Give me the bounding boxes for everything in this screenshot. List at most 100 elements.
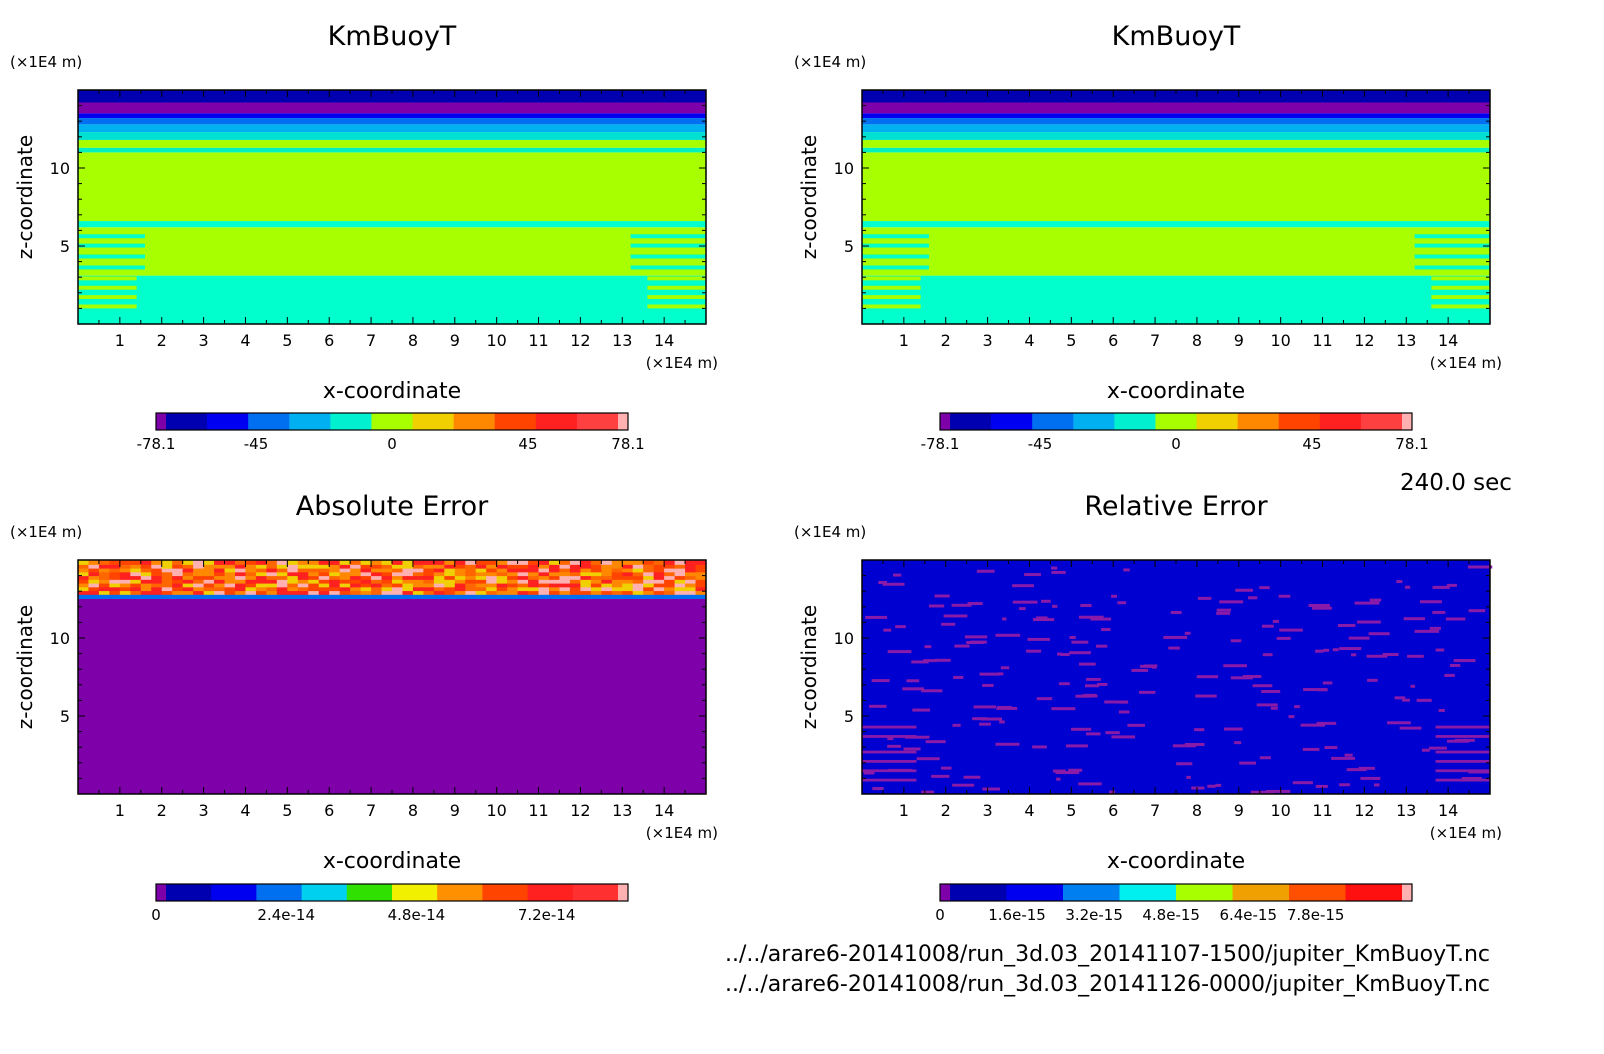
heatmap-cell xyxy=(622,568,634,573)
heatmap-cell xyxy=(601,568,613,573)
heatmap-cell xyxy=(360,583,372,588)
heatmap-cell xyxy=(339,590,351,595)
heatmap-speck xyxy=(1294,705,1300,709)
heatmap-cell xyxy=(371,568,383,573)
heatmap-band xyxy=(78,265,145,270)
heatmap-band xyxy=(78,113,706,119)
heatmap-cell xyxy=(381,575,393,580)
colorbar-tick-label: 2.4e-14 xyxy=(257,906,315,924)
heatmap-speck xyxy=(902,687,924,691)
heatmap-cell xyxy=(371,560,383,565)
heatmap-speck xyxy=(1346,768,1367,772)
heatmap-cell xyxy=(161,564,173,569)
heatmap-cell xyxy=(507,579,519,584)
heatmap-speck xyxy=(1351,653,1357,657)
heatmap-band xyxy=(862,750,917,754)
heatmap-cell xyxy=(538,590,550,595)
x-tick-label: 11 xyxy=(528,801,548,820)
heatmap-cell xyxy=(88,586,100,592)
heatmap-cell xyxy=(528,571,540,577)
heatmap-cell xyxy=(151,571,163,577)
heatmap-cell xyxy=(475,586,487,592)
heatmap-cell xyxy=(549,583,560,588)
heatmap-band xyxy=(862,90,1490,103)
heatmap-cell xyxy=(266,575,278,580)
heatmap-cell xyxy=(486,575,498,580)
x-tick-label: 9 xyxy=(450,331,460,350)
heatmap-cell xyxy=(182,560,194,565)
heatmap-cell xyxy=(695,564,707,569)
heatmap-cell xyxy=(381,560,393,565)
heatmap-cell xyxy=(392,564,403,569)
heatmap-cell xyxy=(454,586,466,592)
heatmap-cell xyxy=(685,568,697,573)
heatmap-cell xyxy=(308,590,320,595)
colorbar-swatch xyxy=(207,413,249,430)
heatmap-cell xyxy=(193,564,205,569)
heatmap-speck xyxy=(1109,790,1116,794)
heatmap-cell xyxy=(590,568,602,573)
heatmap-cell xyxy=(590,571,602,577)
heatmap-speck xyxy=(1399,726,1422,730)
heatmap-cell xyxy=(454,571,466,577)
heatmap-cell xyxy=(622,579,634,584)
heatmap-cell xyxy=(151,560,163,565)
heatmap-cell xyxy=(255,575,267,580)
heatmap-cell xyxy=(98,575,110,580)
heatmap-speck xyxy=(895,625,906,629)
heatmap-cell xyxy=(559,583,571,588)
heatmap-cell xyxy=(444,583,456,588)
heatmap-speck xyxy=(982,683,994,687)
heatmap-cell xyxy=(235,564,246,569)
heatmap-cell xyxy=(172,586,184,592)
heatmap-speck xyxy=(1323,648,1330,652)
heatmap-speck xyxy=(928,604,945,608)
colorbar-tick-label: 3.2e-15 xyxy=(1065,906,1123,924)
heatmap-cell xyxy=(360,579,372,584)
x-tick-label: 8 xyxy=(1192,801,1202,820)
heatmap-speck xyxy=(1403,617,1425,621)
heatmap-cell xyxy=(109,583,121,588)
colorbar-swatch xyxy=(1319,413,1362,430)
heatmap-cell xyxy=(276,564,288,569)
heatmap-band xyxy=(862,735,917,738)
heatmap-cell xyxy=(119,571,131,577)
heatmap-cell xyxy=(245,575,257,580)
heatmap-cell xyxy=(412,575,424,580)
heatmap-cell xyxy=(318,568,330,573)
heatmap-speck xyxy=(1382,653,1399,657)
heatmap-cell xyxy=(611,583,623,588)
heatmap-speck xyxy=(1051,570,1066,574)
heatmap-cell xyxy=(245,564,257,569)
heatmap-cell xyxy=(371,590,383,595)
heatmap-band xyxy=(862,113,1490,119)
heatmap-cell xyxy=(465,564,477,569)
heatmap-cell xyxy=(172,575,184,580)
heatmap-band xyxy=(1435,778,1490,782)
heatmap-cell xyxy=(611,564,623,569)
heatmap-cell xyxy=(423,590,435,595)
heatmap-cell xyxy=(538,568,550,573)
y-tick-label: 5 xyxy=(844,707,854,726)
heatmap-speck xyxy=(1270,706,1278,710)
heatmap-speck xyxy=(931,774,950,778)
heatmap-cell xyxy=(674,583,686,588)
x-tick-label: 13 xyxy=(612,331,632,350)
heatmap-cell xyxy=(266,579,278,584)
colorbar-swatch xyxy=(289,413,331,430)
colorbar-swatch xyxy=(1196,413,1239,430)
heatmap-cell xyxy=(318,583,330,588)
heatmap-cell xyxy=(653,568,665,573)
heatmap-cell xyxy=(674,575,686,580)
heatmap-speck xyxy=(954,644,970,648)
heatmap-speck xyxy=(921,790,935,794)
heatmap-cell xyxy=(549,586,560,592)
x-tick-label: 11 xyxy=(1312,801,1332,820)
heatmap-cell xyxy=(486,571,498,577)
heatmap-cell xyxy=(172,579,184,584)
heatmap-speck xyxy=(966,641,985,645)
colorbar-swatch xyxy=(618,413,629,430)
heatmap-cell xyxy=(161,571,173,577)
heatmap-cell xyxy=(287,583,299,588)
colorbar-swatch xyxy=(453,413,496,430)
